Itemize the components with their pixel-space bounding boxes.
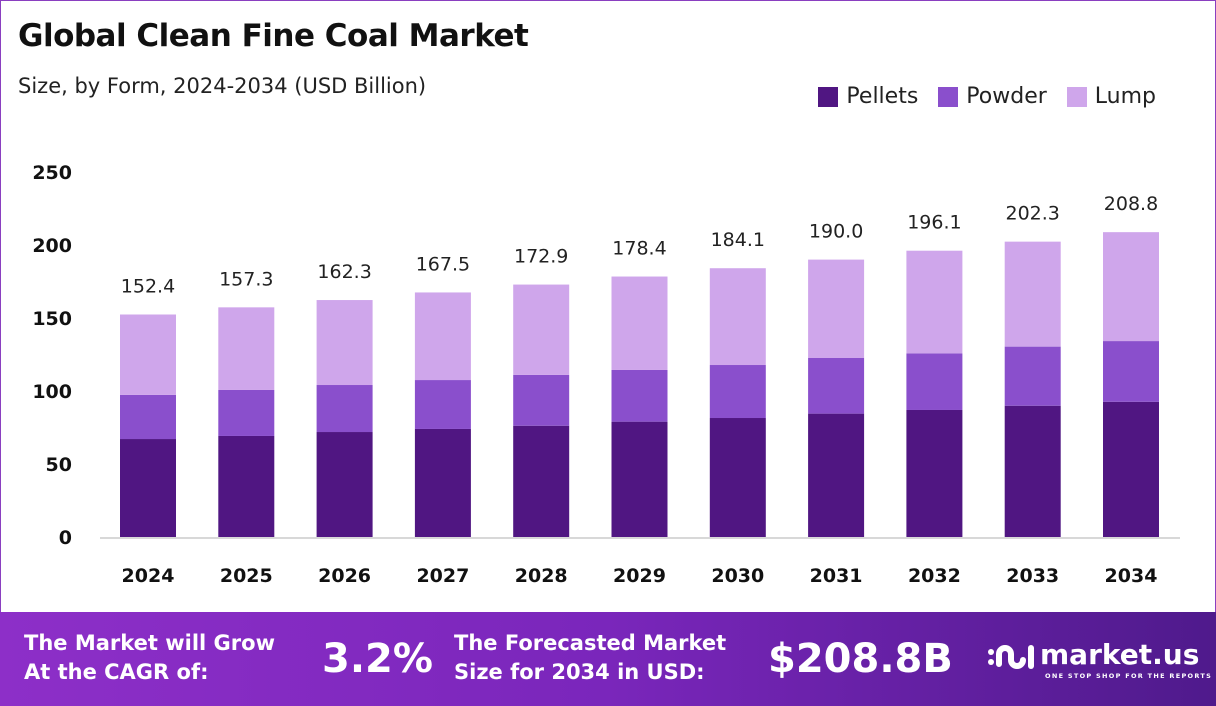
y-tick-label: 150	[32, 308, 72, 330]
forecast-label-line: The Forecasted Market	[454, 631, 727, 655]
x-tick-label: 2034	[1105, 565, 1158, 587]
total-data-label: 202.3	[1005, 203, 1059, 225]
bar-segment-lump	[808, 259, 865, 359]
bar-segment-pellets	[120, 439, 176, 537]
legend-swatch	[818, 86, 839, 107]
total-data-label: 190.0	[809, 221, 863, 243]
legend-label: Lump	[1094, 84, 1156, 109]
bar-segment-powder	[611, 369, 668, 422]
bar-segment-powder	[120, 394, 176, 440]
forecast-label-line: Size for 2034 in USD:	[454, 660, 705, 684]
chart-subtitle: Size, by Form, 2024-2034 (USD Billion)	[18, 74, 427, 98]
x-tick-label: 2027	[416, 565, 469, 587]
bar-segment-powder	[414, 380, 471, 429]
x-tick-label: 2028	[515, 565, 568, 587]
legend-item-pellets: Pellets	[818, 84, 918, 109]
total-data-label: 184.1	[711, 229, 765, 251]
bar-segment-powder	[808, 358, 865, 414]
cagr-label: The Market will Grow At the CAGR of:	[24, 629, 275, 687]
total-data-label: 162.3	[317, 261, 371, 283]
x-tick-label: 2025	[220, 565, 273, 587]
x-tick-label: 2031	[810, 565, 863, 587]
footer-banner: The Market will Grow At the CAGR of: 3.2…	[0, 612, 1216, 706]
legend-swatch	[1066, 86, 1087, 107]
bar-segment-pellets	[1103, 401, 1159, 537]
cagr-label-line: At the CAGR of:	[24, 660, 209, 684]
bar-segment-lump	[414, 292, 471, 381]
total-data-label: 196.1	[907, 212, 961, 234]
x-tick-label: 2026	[318, 565, 371, 587]
bar-segment-powder	[1103, 341, 1159, 402]
bar-segment-pellets	[1004, 405, 1061, 537]
x-tick-label: 2032	[908, 565, 961, 587]
bar-chart: 0 50 100 150 200 250 152.4 2024 157.3 2025 162.3 20…	[32, 162, 1180, 587]
total-data-label: 178.4	[612, 238, 666, 260]
forecast-value: $208.8B	[768, 636, 953, 682]
bar-segment-lump	[218, 307, 275, 390]
legend-item-powder: Powder	[938, 84, 1047, 109]
bar-segment-powder	[1004, 346, 1061, 406]
bar-segment-lump	[316, 300, 373, 386]
x-tick-label: 2024	[122, 565, 175, 587]
x-tick-label: 2033	[1006, 565, 1059, 587]
legend-label: Pellets	[846, 84, 919, 109]
bar-segment-lump	[709, 268, 766, 366]
bar-segment-lump	[120, 314, 176, 395]
y-tick-label: 200	[32, 235, 72, 257]
bar-segment-lump	[1103, 232, 1159, 342]
brand-tagline: ONE STOP SHOP FOR THE REPORTS	[1045, 672, 1213, 680]
bar-segment-pellets	[709, 418, 766, 537]
market-us-logo-icon	[988, 645, 1034, 669]
bar-segment-lump	[906, 250, 963, 354]
cagr-value: 3.2%	[322, 636, 433, 682]
total-data-label: 152.4	[121, 275, 175, 297]
y-tick-label: 0	[59, 527, 72, 549]
bar-segment-powder	[709, 365, 766, 419]
x-tick-label: 2030	[711, 565, 764, 587]
forecast-label: The Forecasted Market Size for 2034 in U…	[454, 629, 726, 687]
legend-swatch	[938, 86, 959, 107]
y-tick-label: 100	[32, 381, 72, 403]
total-data-label: 157.3	[219, 268, 273, 290]
bar-segment-lump	[1004, 241, 1061, 347]
total-data-label: 208.8	[1104, 193, 1158, 215]
bar-segment-powder	[316, 385, 373, 433]
total-data-label: 167.5	[416, 253, 470, 275]
bar-segment-powder	[906, 353, 963, 410]
bar-segment-pellets	[808, 413, 865, 537]
bar-segment-lump	[611, 276, 668, 370]
bar-segment-pellets	[611, 421, 668, 537]
legend-label: Powder	[966, 84, 1047, 109]
bar-segment-pellets	[218, 435, 275, 537]
brand-name: market.us	[1040, 638, 1200, 671]
bar-segment-pellets	[414, 428, 471, 537]
cagr-label-line: The Market will Grow	[24, 631, 275, 655]
bar-segment-lump	[513, 284, 570, 375]
y-tick-label: 250	[32, 162, 72, 184]
y-tick-label: 50	[46, 454, 72, 476]
total-data-label: 172.9	[514, 246, 568, 268]
bar-segment-pellets	[316, 432, 373, 537]
bar-segment-powder	[218, 389, 275, 436]
chart-title: Global Clean Fine Coal Market	[18, 18, 529, 54]
bar-segment-pellets	[513, 425, 570, 537]
bar-segment-pellets	[906, 409, 963, 537]
x-tick-label: 2029	[613, 565, 666, 587]
legend: Pellets Powder Lump	[818, 84, 1156, 109]
legend-item-lump: Lump	[1066, 84, 1156, 109]
bar-segment-powder	[513, 374, 570, 426]
